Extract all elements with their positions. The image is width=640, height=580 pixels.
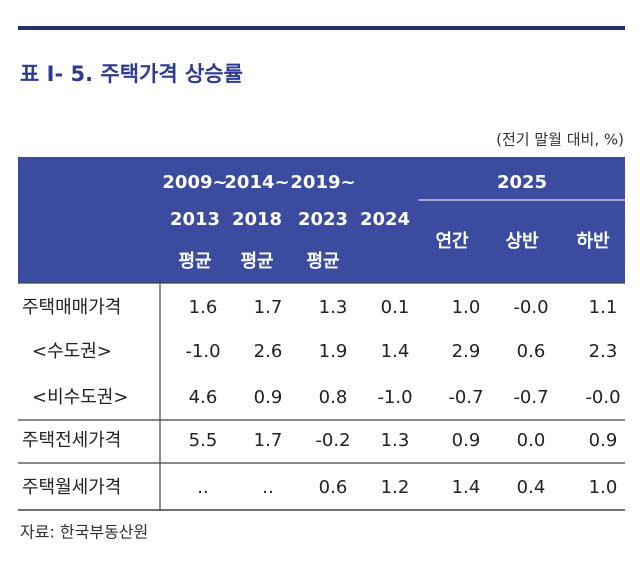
- source: 자료: 한국부동산원: [20, 523, 148, 542]
- sub-header: 평균: [240, 251, 273, 272]
- cell: ..: [262, 477, 273, 498]
- cell: 0.9: [452, 430, 481, 451]
- cell: 0.6: [517, 341, 546, 362]
- cell: -0.0: [513, 297, 548, 318]
- row-label: 주택매매가격: [22, 297, 121, 318]
- group-header: 2025: [497, 172, 547, 193]
- row-label: <수도권>: [32, 341, 112, 362]
- unit-note: (전기 말월 대비, %): [496, 131, 624, 149]
- row-label: 주택전세가격: [22, 430, 121, 451]
- row-label: 주택월세가격: [22, 477, 121, 498]
- cell: -0.7: [513, 387, 548, 408]
- cell: 0.9: [254, 387, 283, 408]
- year-header: 2018: [232, 209, 282, 230]
- cell: 1.9: [319, 341, 348, 362]
- cell: 1.4: [381, 341, 410, 362]
- sub-header: 하반: [576, 231, 610, 252]
- top-rule: [18, 26, 625, 30]
- cell: 0.1: [381, 297, 410, 318]
- cell: 1.7: [254, 297, 283, 318]
- cell: 0.0: [517, 430, 546, 451]
- cell: 0.8: [319, 387, 348, 408]
- cell: 2.3: [589, 341, 618, 362]
- cell: 1.1: [589, 297, 618, 318]
- cell: 1.0: [589, 477, 618, 498]
- cell: 2.9: [452, 341, 481, 362]
- sub-header: 평균: [178, 251, 211, 272]
- cell: -0.0: [585, 387, 620, 408]
- cell: 0.9: [589, 430, 618, 451]
- year-header: 2013: [170, 209, 220, 230]
- cell: 0.6: [319, 477, 348, 498]
- cell: 1.7: [254, 430, 283, 451]
- title: 표 Ⅰ- 5. 주택가격 상승률: [20, 62, 243, 86]
- year-header: 2023: [298, 209, 348, 230]
- header-band: [18, 157, 625, 283]
- group-header: 2009~: [162, 172, 227, 193]
- cell: 1.0: [452, 297, 481, 318]
- cell: 1.4: [452, 477, 481, 498]
- cell: 1.6: [189, 297, 218, 318]
- cell: 4.6: [189, 387, 218, 408]
- year-header: 2024: [360, 209, 410, 230]
- cell: 5.5: [189, 430, 218, 451]
- cell: 0.4: [517, 477, 546, 498]
- row-label: <비수도권>: [32, 387, 128, 408]
- sub-header: 상반: [505, 231, 539, 252]
- cell: 1.3: [319, 297, 348, 318]
- sub-header: 연간: [435, 231, 469, 252]
- sub-header: 평균: [306, 251, 339, 272]
- group-header: 2014~: [224, 172, 289, 193]
- cell: -1.0: [377, 387, 412, 408]
- cell: ..: [197, 477, 208, 498]
- cell: -1.0: [185, 341, 220, 362]
- cell: -0.2: [315, 430, 350, 451]
- cell: -0.7: [448, 387, 483, 408]
- group-header: 2019~: [290, 172, 355, 193]
- cell: 2.6: [254, 341, 283, 362]
- cell: 1.3: [381, 430, 410, 451]
- cell: 1.2: [381, 477, 410, 498]
